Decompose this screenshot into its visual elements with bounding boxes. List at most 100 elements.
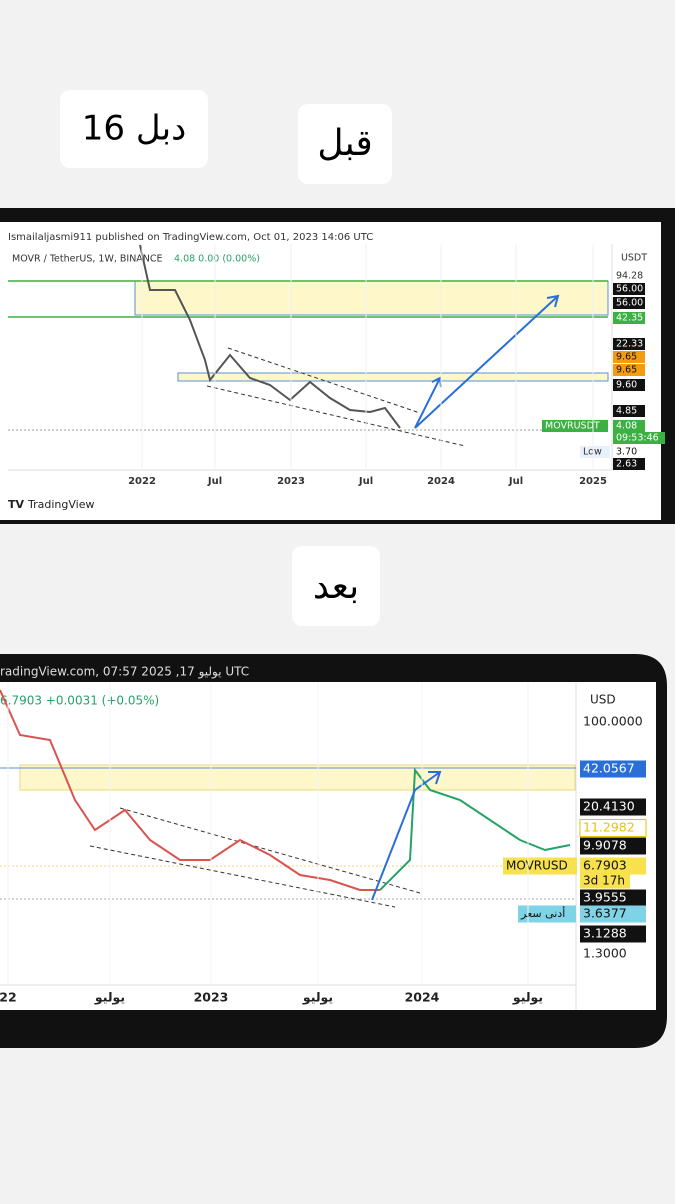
price-tag xyxy=(613,364,645,376)
price-label: 9.65 xyxy=(616,365,637,376)
price-tag xyxy=(613,446,645,458)
price-label: 20.4130 xyxy=(583,799,635,814)
x-tick-label: Jul xyxy=(207,476,222,487)
price-label: 6.7903 xyxy=(583,858,627,873)
brand-logo: TV xyxy=(8,498,25,511)
price-label: 22.33 xyxy=(616,339,643,350)
price-label: 42.0567 xyxy=(583,761,635,776)
price-tag xyxy=(503,857,577,875)
price-tag xyxy=(580,446,610,458)
trendline xyxy=(119,807,421,894)
arrow xyxy=(371,771,441,901)
brand: TradingView xyxy=(27,498,94,511)
price-tag xyxy=(580,905,646,923)
x-tick-label: يوليو xyxy=(94,990,125,1005)
price-label: 4.08 xyxy=(616,421,637,432)
x-tick-label: 2024 xyxy=(405,990,440,1005)
price-tag xyxy=(580,857,646,875)
x-tick-label: Jul xyxy=(358,476,373,487)
zone xyxy=(134,280,609,316)
price-label: MOVRUSDT xyxy=(545,421,600,432)
price-tag xyxy=(580,713,646,731)
arrow-head xyxy=(428,771,442,785)
price-label: 3.1288 xyxy=(583,926,627,941)
price-label: 4.85 xyxy=(616,406,637,417)
x-tick-label: يوليو xyxy=(302,990,333,1005)
price-label: 9.9078 xyxy=(583,838,627,853)
price-label: 56.00 xyxy=(616,298,643,309)
currency: USDT xyxy=(621,253,647,264)
price-tag xyxy=(580,873,630,889)
x-tick-label: 2025 xyxy=(579,476,607,487)
trendline xyxy=(227,347,421,414)
chart-panel xyxy=(0,222,661,520)
price-tag xyxy=(580,889,646,907)
price-tag xyxy=(579,819,647,837)
price-tag xyxy=(580,837,646,855)
x-tick-label: يوليو xyxy=(512,990,543,1005)
price-tag xyxy=(613,312,645,324)
header: radingView.com, 07:57 2025 ,17 يوليو UTC xyxy=(0,665,249,680)
x-tick-label: 2024 xyxy=(427,476,455,487)
ohlc: 4.08 0.00 (0.00%) xyxy=(174,254,260,265)
price-label: 94.28 xyxy=(616,271,643,282)
price-label: 9.60 xyxy=(616,380,637,391)
zone xyxy=(19,764,576,791)
price-tag xyxy=(580,945,646,963)
sticker xyxy=(298,104,392,184)
price-label: 56.00 xyxy=(616,284,643,295)
price-tag xyxy=(518,905,576,923)
zone xyxy=(177,372,609,382)
price-label: 9.65 xyxy=(616,352,637,363)
price-tag xyxy=(613,283,645,295)
price-label: 100.0000 xyxy=(583,714,643,729)
price-path xyxy=(139,244,401,429)
price-tag xyxy=(613,297,645,309)
sticker-text: قبل xyxy=(317,123,372,164)
x-tick-label: 2022 xyxy=(128,476,156,487)
price-tag xyxy=(613,432,665,444)
x-tick-label: 22 xyxy=(0,990,17,1005)
price-label: 1.3000 xyxy=(583,946,627,961)
price-label: 11.2982 xyxy=(583,820,635,835)
chart-panel xyxy=(0,682,656,1010)
sticker-text: 16 دبل xyxy=(82,109,186,149)
price-tag xyxy=(580,925,646,943)
sticker-text: بعد xyxy=(313,566,359,607)
price-tag xyxy=(542,420,608,432)
price-path xyxy=(379,767,571,891)
price-tag xyxy=(613,379,645,391)
price-label: Low xyxy=(583,447,602,458)
price-tag xyxy=(580,798,646,816)
trendline xyxy=(206,385,466,447)
price-label: 09:53:46 xyxy=(616,433,659,444)
arrow xyxy=(414,377,441,429)
header: Ismailaljasmi911 published on TradingVie… xyxy=(8,232,373,243)
arrow-head xyxy=(546,294,560,308)
price-path xyxy=(0,689,380,891)
price-tag xyxy=(613,270,645,282)
price-label: 3.6377 xyxy=(583,906,627,921)
trendline xyxy=(89,845,396,908)
price-tag xyxy=(613,338,645,350)
price-label: MOVRUSD xyxy=(506,859,568,873)
price-tag xyxy=(613,458,645,470)
sticker xyxy=(60,90,208,168)
price-label: 2.63 xyxy=(616,459,637,470)
price-tag xyxy=(613,405,645,417)
sticker xyxy=(292,546,380,626)
price-tag xyxy=(580,760,646,778)
price-label: 3d 17h xyxy=(583,874,625,888)
currency: USD xyxy=(590,693,616,707)
x-tick-label: 2023 xyxy=(277,476,305,487)
x-tick-label: 2023 xyxy=(194,990,229,1005)
ohlc: 6.7903 +0.0031 (+0.05%) xyxy=(0,694,159,708)
price-label: أدنى سعر xyxy=(520,906,565,920)
price-label: 3.70 xyxy=(616,447,637,458)
price-label: 42.35 xyxy=(616,313,643,324)
price-tag xyxy=(613,420,645,432)
symbol: MOVR / TetherUS, 1W, BINANCE xyxy=(12,254,163,265)
x-tick-label: Jul xyxy=(508,476,523,487)
